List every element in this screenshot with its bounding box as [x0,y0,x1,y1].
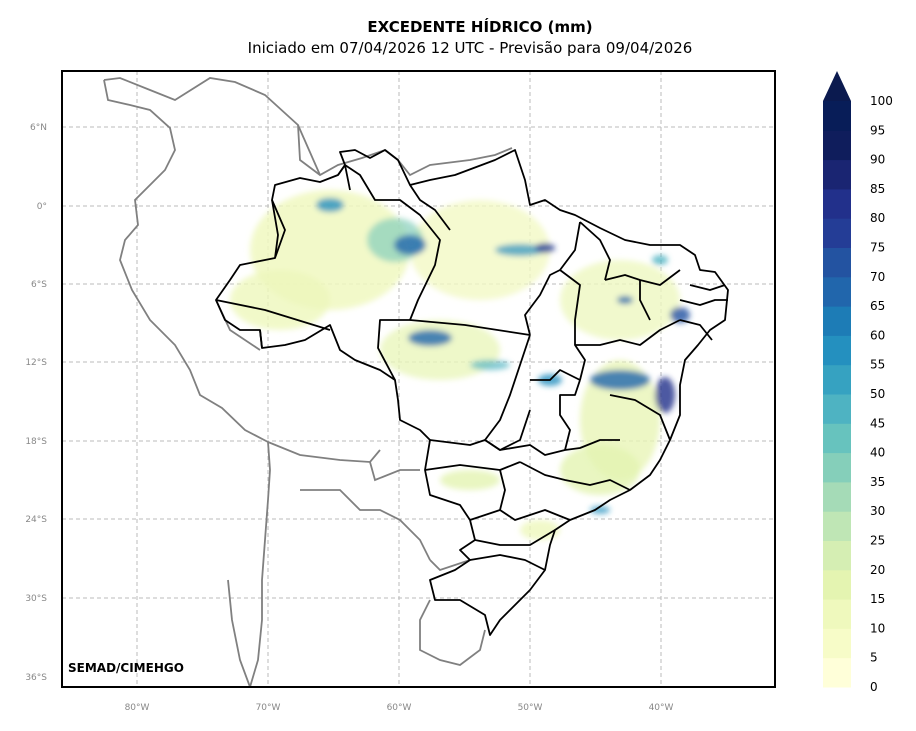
colorbar-segment [823,101,851,131]
lat-tick: 0° [37,202,47,212]
longitude-labels: 80°W 70°W 60°W 50°W 40°W [125,703,674,713]
colorbar: 0 5 10 15 20 25 30 35 40 45 50 55 60 65 70 75 80 85 90 95 10… [823,71,893,694]
colorbar-segment [823,218,851,248]
colorbar-segment [823,423,851,454]
water-excess-field [230,190,690,540]
colorbar-label: 20 [870,563,885,577]
credit-label: SEMAD/CIMEHGO [68,661,184,675]
colorbar-label: 35 [870,475,885,489]
map-title: EXCEDENTE HÍDRICO (mm) [367,18,593,36]
colorbar-label: 55 [870,358,885,372]
colorbar-label: 45 [870,416,885,430]
colorbar-label: 15 [870,592,885,606]
colorbar-label: 75 [870,241,885,255]
colorbar-segment [823,569,851,600]
neighbor-country-borders [103,77,513,687]
colorbar-segment [823,188,851,219]
lat-tick: 30°S [25,594,47,604]
lat-tick: 24°S [25,515,47,525]
colorbar-label: 30 [870,504,885,518]
colorbar-segment [823,306,851,336]
colorbar-segment [823,130,851,161]
colorbar-label: 40 [870,446,885,460]
colorbar-segment [823,335,851,366]
map-subtitle: Iniciado em 07/04/2026 12 UTC - Previsão… [247,39,693,57]
colorbar-segment [823,452,851,483]
lon-tick: 60°W [387,703,412,713]
colorbar-label: 50 [870,387,885,401]
colorbar-label: 90 [870,153,885,167]
colorbar-label: 95 [870,123,885,137]
colorbar-label: 80 [870,211,885,225]
colorbar-label: 0 [870,680,878,694]
lon-tick: 40°W [649,703,674,713]
colorbar-label: 70 [870,270,885,284]
colorbar-label: 100 [870,94,893,108]
colorbar-segment [823,657,851,688]
colorbar-label: 10 [870,621,885,635]
lon-tick: 70°W [256,703,281,713]
lat-tick: 6°S [31,280,47,290]
colorbar-label: 65 [870,299,885,313]
lon-tick: 50°W [518,703,543,713]
colorbar-label: 60 [870,328,885,342]
lon-tick: 80°W [125,703,150,713]
colorbar-label: 85 [870,182,885,196]
colorbar-segment [823,481,851,512]
colorbar-label: 5 [870,651,878,665]
colorbar-label: 25 [870,534,885,548]
colorbar-segment [823,276,851,307]
lat-tick: 36°S [25,673,47,683]
map-frame [61,70,776,688]
colorbar-segment [823,511,851,541]
colorbar-segment [823,394,851,424]
colorbar-segment [823,247,851,278]
colorbar-segment [823,628,851,659]
brazil-state-borders [215,149,729,636]
colorbar-segment [823,159,851,190]
latitude-labels: 6°N 0° 6°S 12°S 18°S 24°S 30°S 36°S [25,123,47,683]
colorbar-segment [823,364,851,395]
lat-tick: 12°S [25,358,47,368]
colorbar-extension-arrow [823,71,851,101]
colorbar-segment [823,540,851,571]
lat-tick: 18°S [25,437,47,447]
lat-tick: 6°N [30,123,47,133]
colorbar-segment [823,599,851,629]
